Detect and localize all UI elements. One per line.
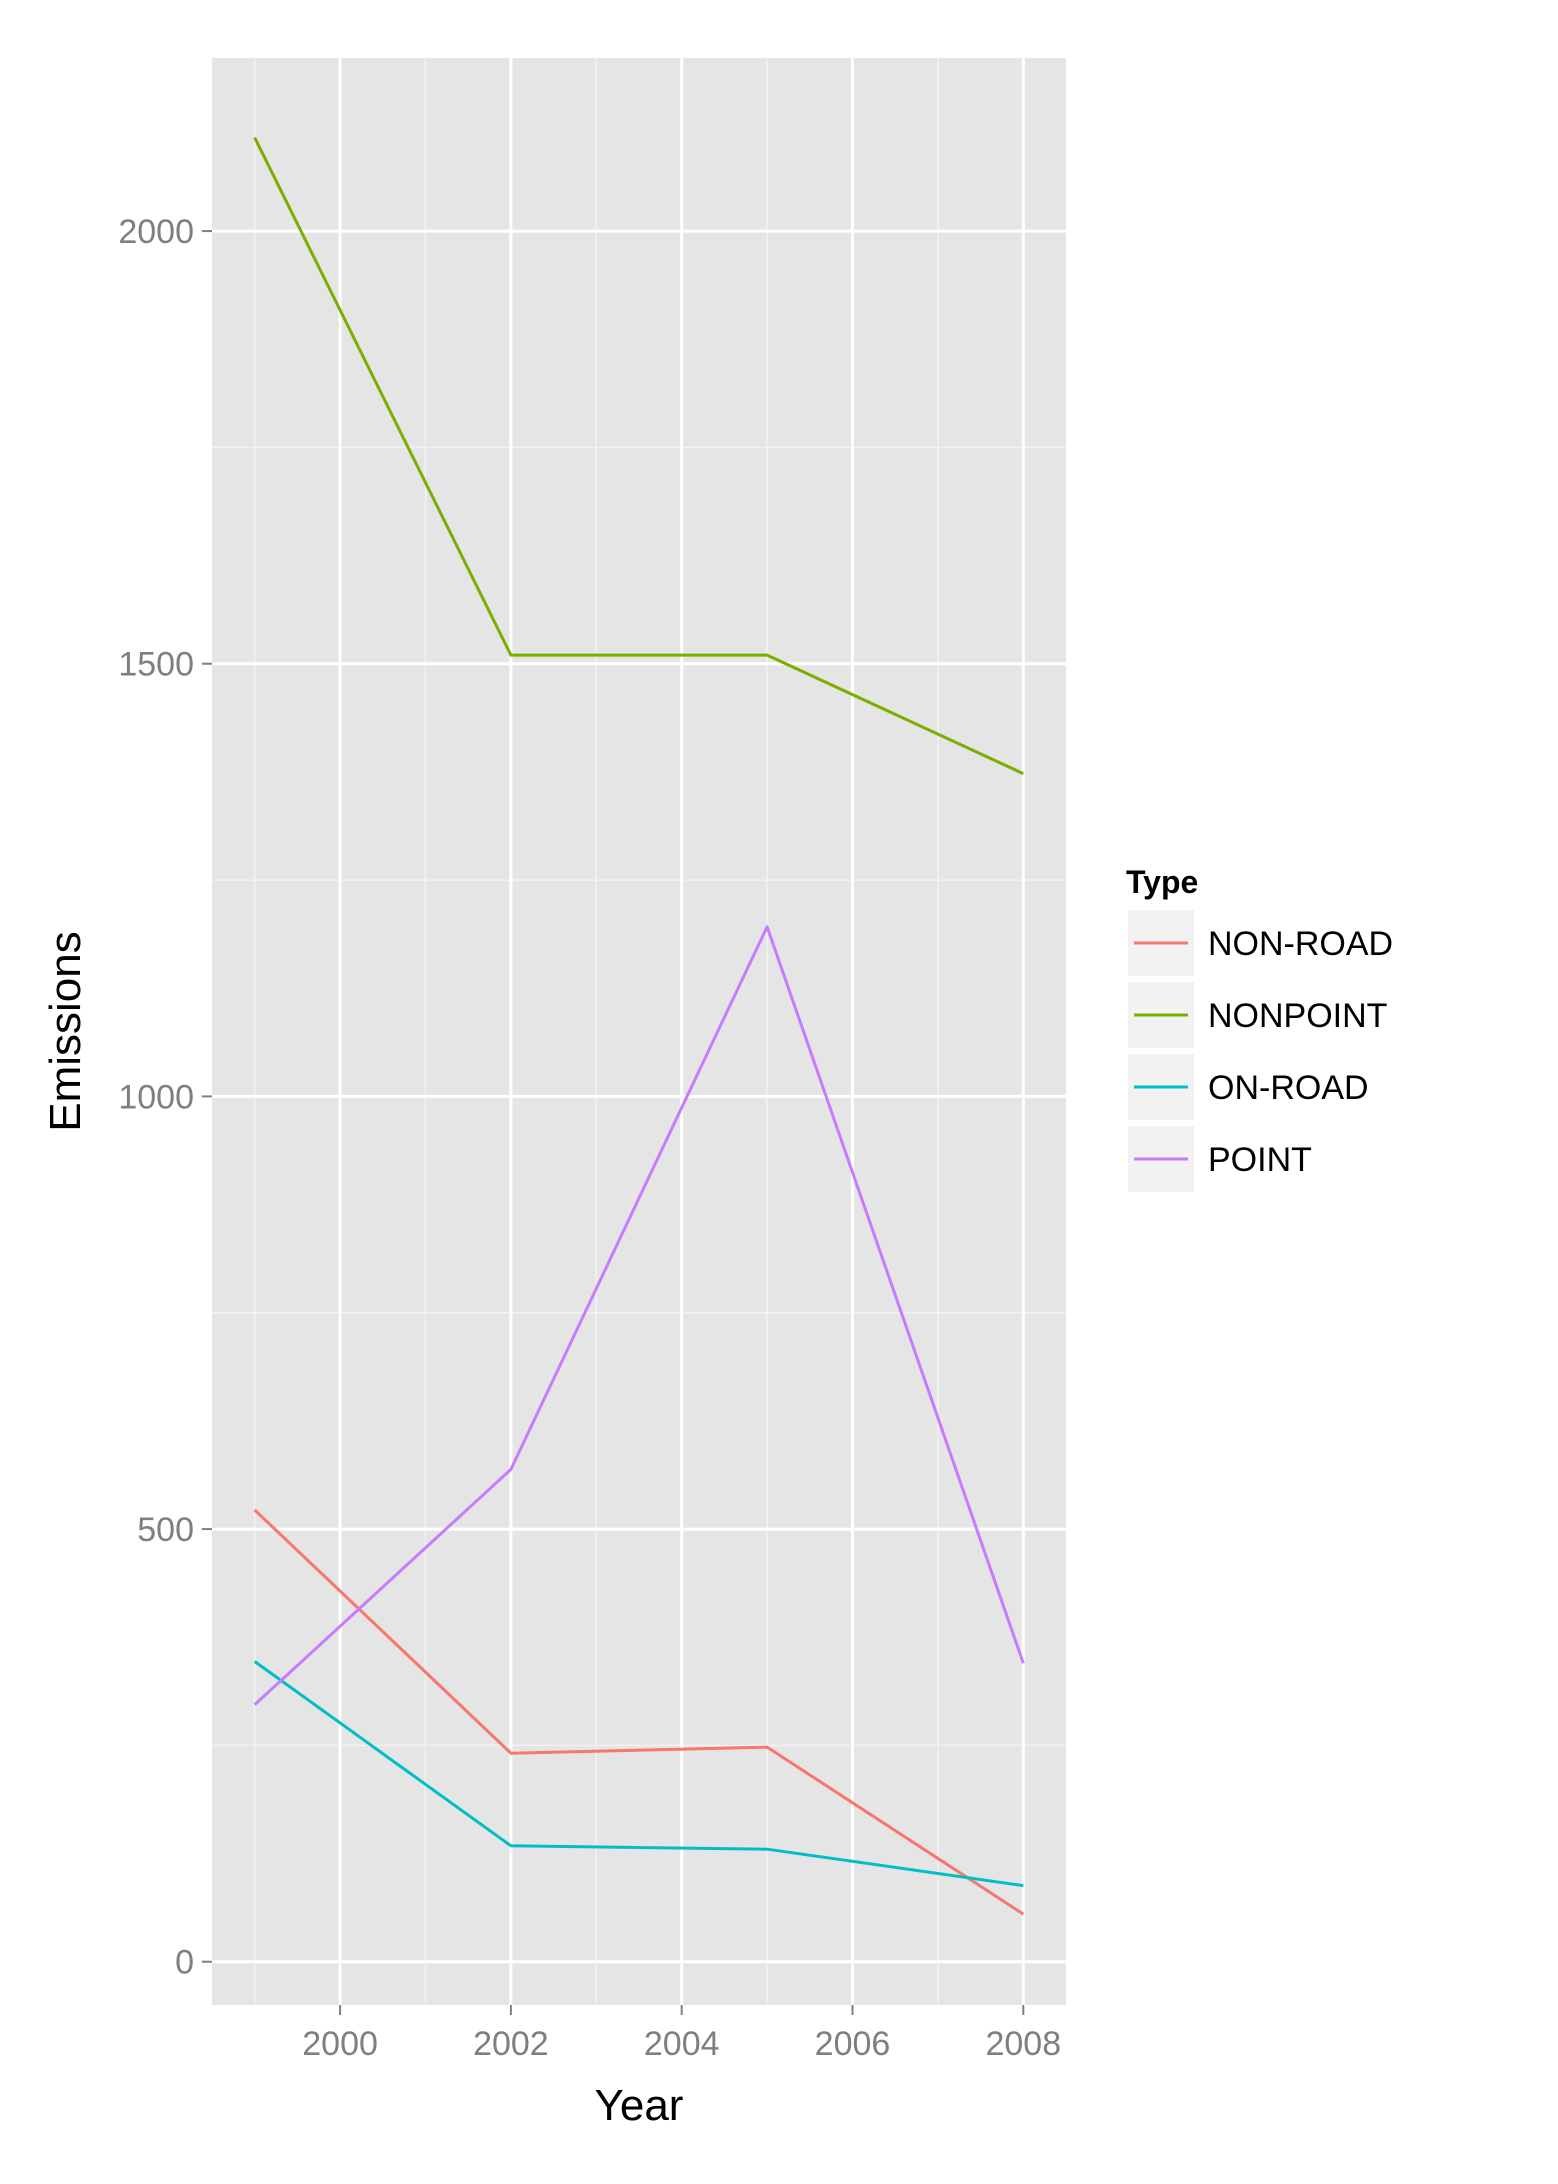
x-tick-label: 2004 xyxy=(644,2025,720,2063)
plot-panel xyxy=(212,58,1066,2005)
x-tick-label: 2006 xyxy=(815,2025,891,2063)
legend-label: POINT xyxy=(1208,1141,1312,1179)
legend-label: NON-ROAD xyxy=(1208,925,1393,963)
y-axis-title: Emissions xyxy=(41,931,90,1132)
grid-layer xyxy=(212,58,1066,2005)
y-tick-label: 2000 xyxy=(118,213,194,251)
series-line-non-road xyxy=(253,1508,1025,1916)
x-tick-label: 2008 xyxy=(985,2025,1061,2063)
x-axis-title: Year xyxy=(595,2081,684,2130)
y-tick-label: 0 xyxy=(175,1944,194,1982)
legend: Type NON-ROAD NONPOINT ON-ROAD POINT xyxy=(1126,864,1393,1192)
y-tick-label: 1500 xyxy=(118,646,194,684)
legend-items: NON-ROAD NONPOINT ON-ROAD POINT xyxy=(1128,910,1393,1192)
y-tick-label: 1000 xyxy=(118,1078,194,1116)
series-line-nonpoint xyxy=(253,136,1024,775)
series-line-point xyxy=(253,925,1025,1706)
y-tick-label: 500 xyxy=(137,1511,194,1549)
x-tick-label: 2002 xyxy=(473,2025,549,2063)
legend-title: Type xyxy=(1126,864,1198,900)
x-tick-label: 2000 xyxy=(302,2025,378,2063)
series-layer xyxy=(253,136,1025,1916)
axis-layer: 2000 2002 2004 2006 2008 0 500 1000 1500 2000 xyxy=(118,213,1061,2063)
legend-label: ON-ROAD xyxy=(1208,1069,1369,1107)
legend-label: NONPOINT xyxy=(1208,997,1387,1035)
series-line-on-road xyxy=(253,1660,1024,1888)
